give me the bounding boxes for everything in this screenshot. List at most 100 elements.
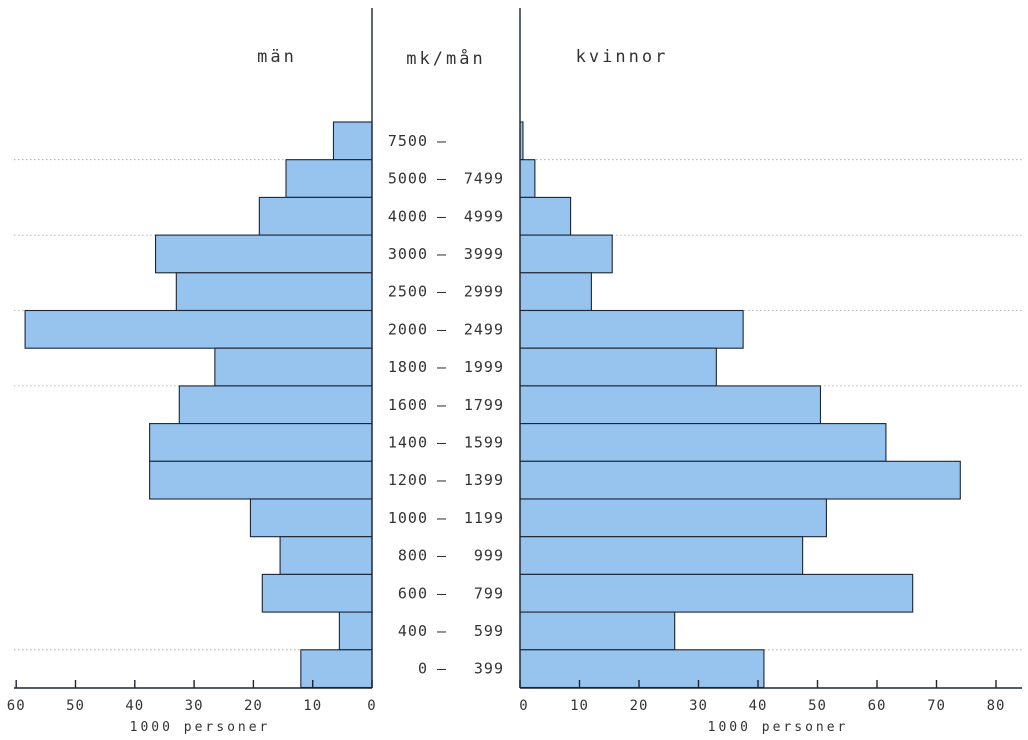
income-category-header: mk/mån (406, 48, 485, 69)
left-x-tick-label: 10 (303, 698, 322, 714)
category-labels: 7500 –5000–74994000–49993000–39992500–299… (388, 132, 504, 678)
category-label-separator: – (437, 396, 447, 414)
category-label-to: 799 (474, 584, 504, 602)
category-label-separator: – (437, 283, 447, 301)
category-label-from: 7500 (388, 132, 428, 150)
category-label-to: 599 (474, 622, 504, 640)
category-label-from: 5000 (388, 170, 428, 188)
bar-women (519, 649, 765, 689)
women-series-label: kvinnor (576, 47, 669, 67)
category-label-separator: – (437, 245, 447, 263)
right-x-tick-label: 60 (868, 698, 887, 714)
category-label-to: 1799 (464, 396, 504, 414)
category-label-from: 1400 (388, 433, 428, 451)
category-label-to: 4999 (464, 207, 504, 225)
category-label-separator: – (437, 660, 447, 678)
bar-women (519, 272, 592, 312)
bar-men (258, 196, 373, 236)
bar-women (519, 536, 804, 575)
category-label-to: 1999 (464, 358, 504, 376)
bar-women (519, 385, 822, 425)
bar-women (519, 196, 572, 236)
category-label-from: 0 (418, 660, 428, 678)
bar-women (519, 309, 744, 349)
category-label-from: 2000 (388, 320, 428, 338)
category-label-from: 4000 (388, 207, 428, 225)
right-x-tick-label: 40 (749, 698, 768, 714)
bar-women (519, 423, 887, 462)
category-label-from: 3000 (388, 245, 428, 263)
bar-women (519, 347, 717, 387)
category-label-to: 399 (474, 660, 504, 678)
category-label-from: 2500 (388, 283, 428, 301)
left-x-tick-label: 30 (185, 698, 204, 714)
category-label-from: 1000 (388, 509, 428, 527)
men-bars (24, 121, 373, 689)
category-label-separator: – (437, 358, 447, 376)
category-label-from: 400 (398, 622, 428, 640)
category-label-to: 1399 (464, 471, 504, 489)
category-label-separator: – (437, 622, 447, 640)
right-x-axis-label: 1000 personer (708, 720, 849, 735)
bar-men (149, 460, 373, 500)
bar-men (249, 498, 373, 538)
bar-men (285, 159, 373, 198)
category-label-separator: – (437, 170, 447, 188)
right-x-tick-label: 70 (927, 698, 946, 714)
category-label-separator: – (437, 433, 447, 451)
right-x-tick-label: 30 (689, 698, 708, 714)
right-x-tick-label: 80 (987, 698, 1006, 714)
right-x-tick-label: 10 (570, 698, 589, 714)
category-label-from: 800 (398, 547, 428, 565)
bar-men (24, 309, 373, 349)
category-label-from: 1600 (388, 396, 428, 414)
category-label-to: 1199 (464, 509, 504, 527)
category-label-separator: – (437, 547, 447, 565)
category-label-from: 600 (398, 584, 428, 602)
bar-men (338, 611, 373, 651)
category-label-separator: – (437, 471, 447, 489)
right-x-tick-label: 50 (808, 698, 827, 714)
axes (14, 8, 1022, 689)
left-x-tick-label: 50 (66, 698, 85, 714)
tick-labels: 60 50 40 30 20 10 0 0 10 20 30 40 50 60 70 80 (7, 698, 1006, 714)
category-label-to: 999 (474, 547, 504, 565)
bar-men (300, 649, 373, 689)
bar-women (519, 573, 914, 613)
category-label-separator: – (437, 584, 447, 602)
bar-women (519, 460, 961, 500)
category-label-separator: – (437, 320, 447, 338)
category-label-to: 2499 (464, 320, 504, 338)
bar-men (149, 423, 373, 462)
left-x-tick-label: 60 (7, 698, 26, 714)
category-label-separator: – (437, 509, 447, 527)
category-label-to: 3999 (464, 245, 504, 263)
bar-men (279, 536, 373, 575)
category-label-to: 2999 (464, 283, 504, 301)
bar-women (519, 611, 676, 651)
left-x-tick-label: 0 (367, 698, 376, 714)
category-label-to: 1599 (464, 433, 504, 451)
bar-men (261, 573, 373, 613)
bar-women (519, 159, 536, 198)
bar-men (155, 234, 373, 274)
women-bars (519, 121, 961, 689)
left-x-axis-label: 1000 personer (130, 720, 271, 735)
bar-women (519, 234, 613, 274)
category-label-from: 1200 (388, 471, 428, 489)
category-label-separator: – (437, 207, 447, 225)
category-label-to: 7499 (464, 170, 504, 188)
men-series-label: män (257, 47, 297, 67)
bar-men (178, 385, 373, 425)
bar-men (175, 272, 373, 312)
left-x-tick-label: 40 (125, 698, 144, 714)
right-x-tick-label: 0 (519, 698, 528, 714)
bar-men (214, 347, 373, 387)
bar-men (332, 121, 373, 161)
right-x-tick-label: 20 (630, 698, 649, 714)
bar-women (519, 498, 827, 538)
category-label-from: 1800 (388, 358, 428, 376)
left-x-tick-label: 20 (244, 698, 263, 714)
category-label-separator: – (437, 132, 447, 150)
